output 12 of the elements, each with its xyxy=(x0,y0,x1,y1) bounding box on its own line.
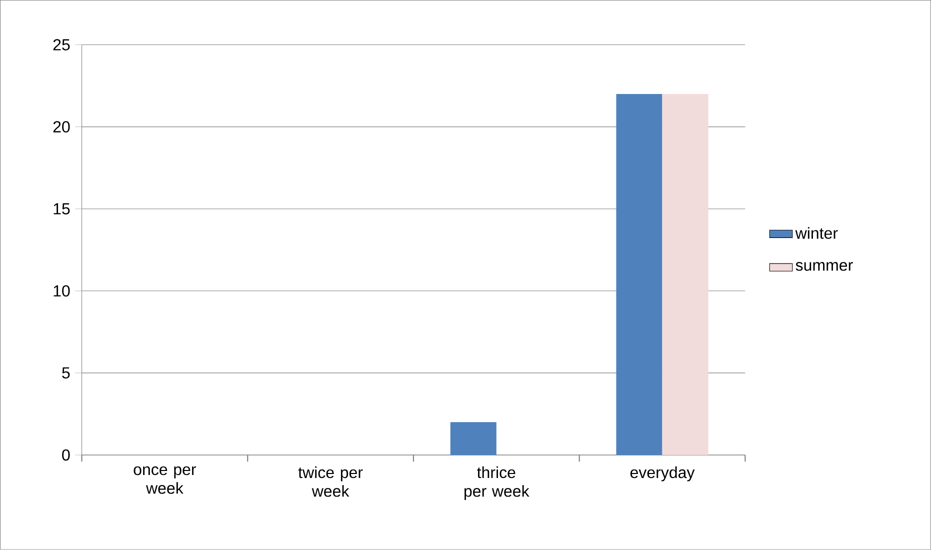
y-tick-label: 15 xyxy=(54,203,70,215)
x-tick-label: everyday xyxy=(630,466,695,482)
x-tick-label: once per week xyxy=(134,466,196,494)
legend-label: winter xyxy=(795,227,838,239)
y-tick-label: 25 xyxy=(53,39,70,51)
x-tick-label: twice per week xyxy=(298,466,363,497)
y-tick-label: 0 xyxy=(62,449,70,461)
y-tick-label: 20 xyxy=(53,121,70,133)
x-tick-label: thrice per week xyxy=(464,466,530,500)
legend-label: summer xyxy=(796,262,853,271)
y-tick-label: 10 xyxy=(54,285,70,297)
y-tick-label: 5 xyxy=(62,367,70,379)
